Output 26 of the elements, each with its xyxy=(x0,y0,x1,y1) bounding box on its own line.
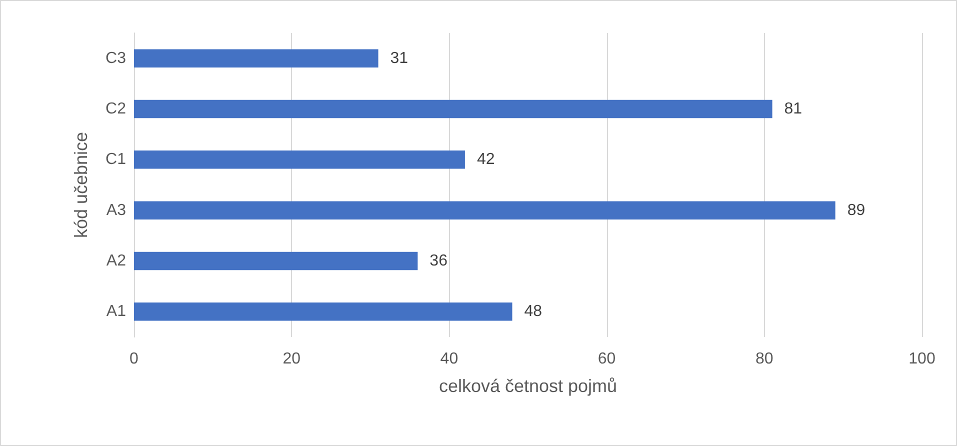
bar xyxy=(134,100,772,118)
data-label: 81 xyxy=(784,100,802,118)
y-tick-label: A3 xyxy=(106,202,126,219)
y-tick-label: C2 xyxy=(106,100,126,118)
x-tick-label: 20 xyxy=(282,350,301,368)
x-tick-label: 80 xyxy=(756,350,774,368)
bar xyxy=(134,302,512,321)
data-label: 89 xyxy=(847,202,866,219)
y-tick-label: C3 xyxy=(106,50,126,67)
x-tick-label: 60 xyxy=(598,350,616,368)
bar xyxy=(134,252,418,270)
x-tick-label: 0 xyxy=(130,350,139,368)
y-tick-label: C1 xyxy=(106,151,126,168)
x-axis-title: celková četnost pojmů xyxy=(438,376,618,396)
data-label: 48 xyxy=(524,303,542,320)
data-label: 31 xyxy=(390,50,408,67)
y-tick-label: A1 xyxy=(106,303,126,320)
y-axis-title: kód učebnice xyxy=(71,132,91,238)
bar xyxy=(134,150,465,169)
x-tick-label: 100 xyxy=(908,350,936,368)
bar xyxy=(134,49,378,68)
data-label: 42 xyxy=(476,151,495,168)
x-tick-label: 40 xyxy=(440,350,458,368)
bar xyxy=(134,201,836,220)
data-label: 36 xyxy=(430,252,448,270)
y-tick-label: A2 xyxy=(106,252,126,270)
